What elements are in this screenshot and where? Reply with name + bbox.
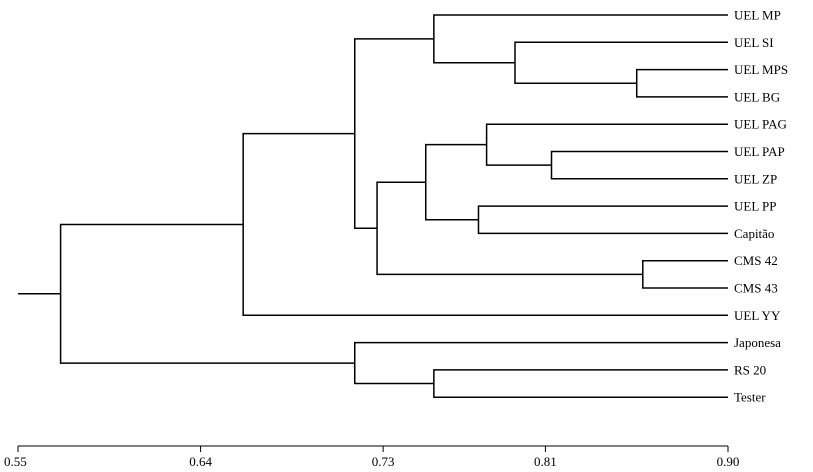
leaf-label-capit-o: Capitão <box>734 226 774 241</box>
leaf-label-tester: Tester <box>734 390 766 405</box>
leaf-label-uel-si: UEL SI <box>734 35 774 50</box>
leaf-label-cms-42: CMS 42 <box>734 253 778 268</box>
leaf-label-rs-20: RS 20 <box>734 362 766 377</box>
leaf-label-uel-pag: UEL PAG <box>734 117 787 132</box>
leaf-label-uel-pp: UEL PP <box>734 199 777 214</box>
branch-m9 <box>376 181 643 276</box>
leaf-label-uel-zp: UEL ZP <box>734 171 777 186</box>
branch-m10 <box>353 38 434 230</box>
branch-m3 <box>433 14 728 64</box>
branch-m2 <box>514 41 728 84</box>
x-tick-label: 0.73 <box>372 454 395 469</box>
branch-m4 <box>550 150 728 180</box>
x-tick-label: 0.55 <box>4 454 27 469</box>
leaf-label-cms-43: CMS 43 <box>734 281 778 296</box>
branch-m8 <box>642 259 728 289</box>
branch-m7 <box>424 143 487 221</box>
branch-m14 <box>59 223 355 364</box>
leaf-label-uel-bg: UEL BG <box>734 89 780 104</box>
leaf-label-uel-mp: UEL MP <box>734 8 781 23</box>
branch-m12 <box>433 369 728 398</box>
dendrogram-branches <box>18 14 728 398</box>
x-tick-label: 0.64 <box>189 454 212 469</box>
leaf-label-uel-yy: UEL YY <box>734 308 781 323</box>
x-tick-label: 0.81 <box>534 454 557 469</box>
x-tick-label: 0.90 <box>717 454 740 469</box>
leaf-label-uel-mps: UEL MPS <box>734 62 788 77</box>
branch-m5 <box>485 123 728 166</box>
leaf-labels: UEL MP UEL SI UEL MPS UEL BG UEL PAG UEL PAP U… <box>734 8 788 405</box>
branch-m1 <box>635 68 728 98</box>
leaf-label-uel-pap: UEL PAP <box>734 144 785 159</box>
leaf-label-japonesa: Japonesa <box>734 335 781 350</box>
branch-m6 <box>477 205 728 235</box>
branch-m13 <box>353 341 728 385</box>
x-axis: 0.55 0.64 0.73 0.81 0.90 <box>4 445 740 469</box>
